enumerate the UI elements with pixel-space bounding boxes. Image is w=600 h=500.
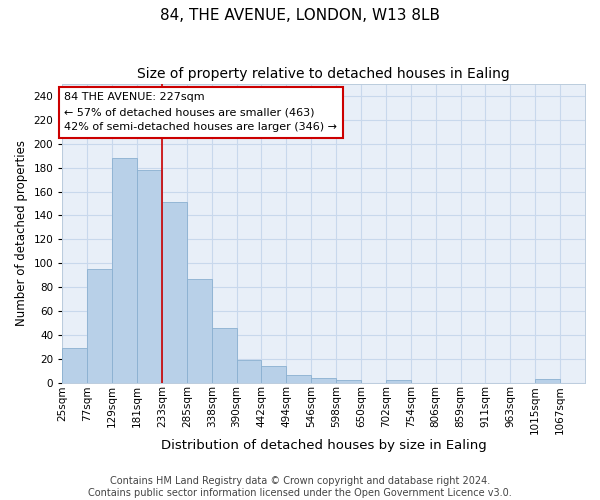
Text: Contains HM Land Registry data © Crown copyright and database right 2024.
Contai: Contains HM Land Registry data © Crown c…	[88, 476, 512, 498]
Bar	[262, 366, 286, 382]
Bar	[535, 379, 560, 382]
Bar	[62, 348, 87, 382]
Bar	[137, 170, 162, 382]
Y-axis label: Number of detached properties: Number of detached properties	[15, 140, 28, 326]
Bar	[112, 158, 137, 382]
Bar	[386, 380, 411, 382]
Bar	[311, 378, 336, 382]
Bar	[286, 376, 311, 382]
Bar	[336, 380, 361, 382]
Bar	[87, 269, 112, 382]
Bar	[187, 278, 212, 382]
Text: 84 THE AVENUE: 227sqm
← 57% of detached houses are smaller (463)
42% of semi-det: 84 THE AVENUE: 227sqm ← 57% of detached …	[64, 92, 337, 132]
Bar	[236, 360, 262, 382]
X-axis label: Distribution of detached houses by size in Ealing: Distribution of detached houses by size …	[161, 440, 487, 452]
Bar	[212, 328, 236, 382]
Bar	[162, 202, 187, 382]
Text: 84, THE AVENUE, LONDON, W13 8LB: 84, THE AVENUE, LONDON, W13 8LB	[160, 8, 440, 22]
Title: Size of property relative to detached houses in Ealing: Size of property relative to detached ho…	[137, 68, 510, 82]
